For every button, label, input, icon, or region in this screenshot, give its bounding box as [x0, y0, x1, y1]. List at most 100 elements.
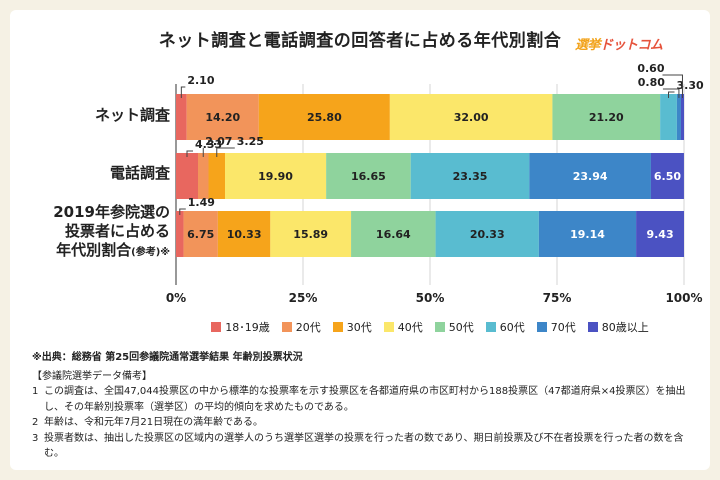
- note-number: 3: [32, 432, 39, 444]
- bar-segment: [676, 94, 681, 140]
- row-label-net: ネット調査: [20, 106, 170, 124]
- chart-title: ネット調査と電話調査の回答者に占める年代別割合: [158, 31, 562, 51]
- legend-item: 30代: [332, 316, 372, 338]
- legend-swatch: [485, 322, 496, 332]
- data-label: 9.43: [646, 228, 673, 241]
- bar-segment: [225, 153, 327, 199]
- legend-label: 18･19歳: [225, 321, 270, 334]
- note-item: 1 この調査は、全国47,044投票区の中から標準的な投票率を示す投票区を各都道府…: [32, 384, 700, 415]
- bar-segment: [258, 94, 390, 140]
- row-label-suffix: (参考)※: [131, 247, 170, 258]
- stacked-bar-chart: 2.10 14.20 25.80 32.00 21.20 3.30 0.800.60 4.33…: [166, 62, 704, 305]
- bar-segment: [208, 153, 226, 199]
- bar-segment: [176, 211, 184, 257]
- data-label: 10.33: [227, 228, 262, 241]
- x-tick-label: 50%: [416, 291, 445, 305]
- bars: [176, 94, 684, 257]
- legend-label: 20代: [295, 321, 321, 334]
- legend-item: 60代: [485, 316, 525, 338]
- label-leader-line: [662, 74, 683, 98]
- bar-segment: [183, 211, 218, 257]
- data-label: 23.35: [453, 170, 488, 183]
- bar-segment: [660, 94, 677, 140]
- logo-part2: ドットコム: [600, 38, 663, 53]
- data-label: 0.80: [638, 76, 665, 89]
- note-text: 年齢は、令和元年7月21日現在の満年齢である。: [44, 417, 263, 428]
- data-label: 2.10: [187, 74, 214, 87]
- legend-item: 80歳以上: [587, 316, 649, 338]
- legend-label: 50代: [448, 321, 474, 334]
- data-label: 25.80: [307, 111, 342, 124]
- row-label-line: 投票者に占める: [64, 222, 170, 240]
- bar-segment: [217, 211, 271, 257]
- label-leader-line: [180, 86, 186, 98]
- data-label: 3.25: [237, 135, 264, 148]
- bar-segment: [176, 153, 198, 199]
- bar-segment: [186, 94, 259, 140]
- legend-item: 18･19歳: [211, 316, 270, 338]
- note-text: この調査は、全国47,044投票区の中から標準的な投票率を示す投票区を各都道府県…: [44, 386, 686, 413]
- bar-segment: [351, 211, 436, 257]
- x-tick-label: 0%: [166, 291, 186, 305]
- label-leader-line: [662, 88, 680, 98]
- legend: 18･19歳 20代 30代 40代 50代 60代 70代 80歳以上: [180, 316, 680, 338]
- bar-segment: [176, 94, 187, 140]
- note-item: 2 年齢は、令和元年7月21日現在の満年齢である。: [32, 415, 700, 431]
- bar-segment: [636, 211, 684, 257]
- label-leader-line: [179, 208, 186, 215]
- legend-item: 70代: [536, 316, 576, 338]
- legend-label: 30代: [346, 321, 372, 334]
- bar-segment: [538, 211, 637, 257]
- data-label: 23.94: [573, 170, 608, 183]
- data-label: 16.65: [351, 170, 386, 183]
- x-tick-label: 100%: [665, 291, 702, 305]
- legend-item: 50代: [434, 316, 474, 338]
- data-label: 14.20: [205, 111, 240, 124]
- x-tick-label: 75%: [543, 291, 572, 305]
- bar-segment: [197, 153, 209, 199]
- note-number: 2: [32, 417, 39, 428]
- bar-segment: [650, 153, 684, 199]
- label-leader-line: [668, 91, 675, 98]
- data-label: 20.33: [470, 228, 505, 241]
- legend-item: 20代: [281, 316, 321, 338]
- legend-swatch: [211, 322, 222, 332]
- notes-section-title: 【参議院選挙データ備考】: [32, 370, 152, 382]
- data-label: 19.14: [570, 228, 605, 241]
- data-label: 2.07: [205, 135, 232, 148]
- legend-label: 80歳以上: [601, 321, 649, 334]
- row-label-line: 2019年参院選の: [53, 203, 170, 221]
- legend-label: 60代: [499, 321, 525, 334]
- source-note: ※出典：総務省 第25回参議院通常選挙結果 年齢別投票状況: [32, 352, 303, 363]
- row-label-line: 電話調査: [109, 164, 170, 182]
- legend-label: 70代: [550, 321, 576, 334]
- bar-segment: [529, 153, 651, 199]
- row-label-line: ネット調査: [94, 106, 170, 124]
- logo-part1: 選挙: [575, 38, 601, 53]
- bar-segment: [389, 94, 553, 140]
- legend-swatch: [587, 322, 598, 332]
- data-label: 4.33: [195, 138, 222, 151]
- data-label: 0.60: [637, 62, 664, 75]
- data-label: 32.00: [454, 111, 489, 124]
- data-label: 16.64: [376, 228, 411, 241]
- notes: ※出典：総務省 第25回参議院通常選挙結果 年齢別投票状況 【参議院選挙データ備…: [32, 350, 700, 462]
- data-label: 19.90: [258, 170, 293, 183]
- legend-item: 40代: [383, 316, 423, 338]
- legend-swatch: [536, 322, 547, 332]
- row-label-line: 年代別割合: [56, 241, 132, 259]
- data-labels: 2.10 14.20 25.80 32.00 21.20 3.30 0.800.60 4.33…: [179, 62, 704, 241]
- x-axis-ticks: 0% 25% 50% 75% 100%: [166, 291, 703, 305]
- legend-label: 40代: [397, 321, 423, 334]
- note-item: 3 投票者数は、抽出した投票区の区域内の選挙人のうち選挙区選挙の投票を行った者の数…: [32, 431, 700, 462]
- legend-swatch: [332, 322, 343, 332]
- data-label: 15.89: [293, 228, 328, 241]
- note-text: 投票者数は、抽出した投票区の区域内の選挙人のうち選挙区選挙の投票を行った者の数で…: [44, 432, 684, 460]
- bar-segment: [680, 94, 684, 140]
- legend-swatch: [434, 322, 445, 332]
- row-label-phone: 電話調査: [20, 164, 170, 182]
- data-label: 6.50: [654, 170, 681, 183]
- site-logo[interactable]: 選挙ドットコム: [575, 34, 663, 53]
- data-label: 6.75: [187, 228, 214, 241]
- label-leader-line: [186, 150, 193, 157]
